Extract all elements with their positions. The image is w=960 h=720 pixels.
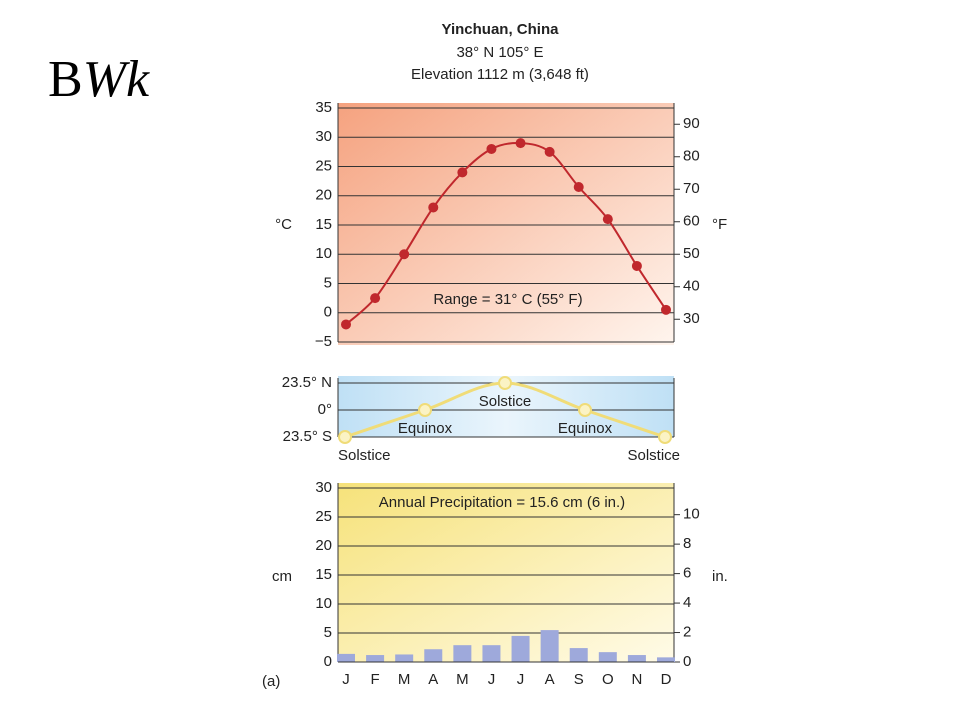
y-tick-label: 25 — [315, 508, 332, 525]
y2-tick-label: 50 — [683, 245, 700, 262]
temp-point — [544, 146, 555, 157]
y2-axis-label: in. — [712, 568, 728, 585]
y2-tick-label: 70 — [683, 180, 700, 197]
bar — [627, 655, 646, 662]
sun-label: Solstice — [627, 447, 680, 464]
bar — [395, 654, 414, 662]
bar — [657, 657, 675, 662]
code-letter: B — [48, 51, 83, 108]
y2-tick-label: 8 — [683, 535, 691, 552]
bar — [453, 645, 472, 662]
coords: 38° N 105° E — [456, 44, 543, 61]
x-tick-label: N — [631, 671, 642, 688]
x-tick-label: A — [545, 671, 555, 688]
y2-tick-label: 90 — [683, 115, 700, 132]
y-tick-label: 5 — [324, 274, 332, 291]
temp-point — [486, 143, 497, 154]
x-tick-label: A — [428, 671, 438, 688]
x-tick-label: F — [371, 671, 380, 688]
sun-label: Equinox — [558, 420, 613, 437]
temp-point — [631, 260, 642, 271]
y-tick-label: 0 — [324, 304, 332, 321]
temp-point — [457, 167, 468, 178]
x-tick-label: D — [661, 671, 672, 688]
panel-label: (a) — [262, 673, 280, 690]
y2-tick-label: 0 — [683, 653, 691, 670]
bar — [424, 649, 443, 662]
y-tick-label: −5 — [315, 333, 332, 350]
x-tick-label: S — [574, 671, 584, 688]
y-axis-label: °C — [275, 216, 292, 233]
sun-label: Solstice — [479, 393, 532, 410]
y-tick-label: 5 — [324, 624, 332, 641]
y-tick-label: 20 — [315, 537, 332, 554]
y2-tick-label: 30 — [683, 310, 700, 327]
sun-label: Equinox — [398, 420, 453, 437]
y2-tick-label: 80 — [683, 148, 700, 165]
y-tick-label: 30 — [315, 128, 332, 145]
sun-label: Solstice — [338, 447, 391, 464]
y-tick-label: 23.5° N — [282, 374, 332, 391]
y2-tick-label: 6 — [683, 565, 691, 582]
y-axis-label: cm — [272, 568, 292, 585]
y-tick-label: 15 — [315, 566, 332, 583]
y-tick-label: 15 — [315, 216, 332, 233]
sun-point — [338, 430, 352, 444]
x-tick-label: J — [488, 671, 496, 688]
y2-tick-label: 40 — [683, 278, 700, 295]
y-tick-label: 10 — [315, 245, 332, 262]
precip-panel — [338, 483, 674, 662]
temp-point — [370, 293, 381, 304]
y-tick-label: 10 — [315, 595, 332, 612]
bar — [598, 652, 617, 662]
y-tick-label: 25 — [315, 157, 332, 174]
temp-point — [399, 249, 410, 260]
y2-tick-label: 60 — [683, 213, 700, 230]
bar — [337, 653, 355, 662]
annotation: Annual Precipitation = 15.6 cm (6 in.) — [379, 494, 625, 511]
y2-axis-label: °F — [712, 216, 727, 233]
climate-code: BWk — [48, 51, 150, 108]
sun-point — [658, 430, 672, 444]
y2-tick-label: 2 — [683, 624, 691, 641]
x-tick-label: J — [517, 671, 525, 688]
y-tick-label: 30 — [315, 479, 332, 496]
bar — [366, 655, 385, 662]
elevation: Elevation 1112 m (3,648 ft) — [411, 66, 589, 83]
temp-panel — [338, 103, 674, 345]
y-tick-label: 35 — [315, 99, 332, 116]
bar — [540, 630, 559, 662]
sun-point — [418, 403, 432, 417]
x-tick-label: M — [456, 671, 469, 688]
bar — [482, 645, 501, 662]
bar — [569, 648, 588, 662]
x-tick-label: J — [342, 671, 350, 688]
title: Yinchuan, China — [442, 21, 560, 38]
temp-point — [428, 202, 439, 213]
x-tick-label: O — [602, 671, 614, 688]
temp-point — [341, 319, 351, 330]
y-tick-label: 0° — [318, 401, 332, 418]
y2-tick-label: 4 — [683, 594, 691, 611]
temp-point — [661, 304, 671, 315]
y-tick-label: 23.5° S — [283, 428, 332, 445]
y-tick-label: 20 — [315, 187, 332, 204]
x-tick-label: M — [398, 671, 411, 688]
temp-point — [573, 181, 584, 192]
sun-point — [498, 376, 512, 390]
code-suffix: Wk — [83, 51, 150, 108]
temp-point — [602, 214, 613, 225]
sun-point — [578, 403, 592, 417]
y-tick-label: 0 — [324, 653, 332, 670]
bar — [511, 635, 530, 662]
temp-point — [515, 138, 526, 149]
y2-tick-label: 10 — [683, 506, 700, 523]
annotation: Range = 31° C (55° F) — [433, 291, 582, 308]
